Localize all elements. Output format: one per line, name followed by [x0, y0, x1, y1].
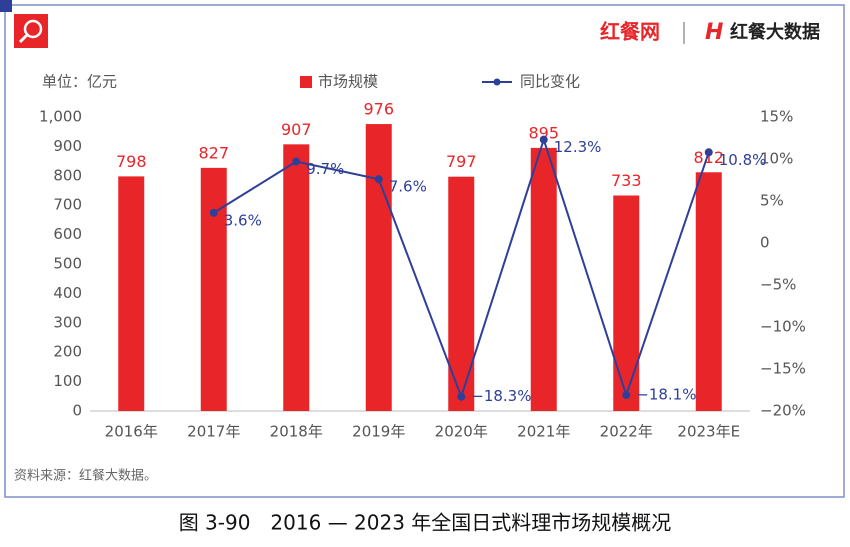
y-tick-label: 300 [53, 313, 82, 331]
bar [530, 147, 557, 411]
x-tick-label: 2018年 [270, 423, 323, 441]
bar-value-label: 827 [198, 143, 229, 162]
y-tick-label: 600 [53, 225, 82, 243]
bar-value-label: 895 [528, 123, 559, 142]
y-tick-label: 100 [53, 372, 82, 390]
logo-icon-handle [18, 33, 29, 44]
logo-mark: H [705, 20, 723, 45]
y2-tick-label: −5% [760, 276, 796, 294]
x-tick-label: 2020年 [435, 423, 488, 441]
bar-value-label: 797 [446, 152, 477, 171]
line-point [457, 392, 466, 401]
bar-value-label: 907 [281, 120, 312, 139]
bar [365, 124, 392, 411]
legend-label: 同比变化 [520, 73, 580, 91]
y-tick-label: 200 [53, 343, 82, 361]
line-value-label: 9.7% [306, 160, 344, 178]
x-tick-label: 2016年 [105, 423, 158, 441]
bar [283, 144, 310, 412]
logo-text: 红餐网 [600, 20, 660, 44]
y-tick-label: 900 [53, 137, 82, 155]
bar-value-label: 798 [116, 152, 147, 171]
line-value-label: 3.6% [224, 211, 262, 229]
y-tick-label: 0 [72, 402, 82, 420]
line-point [539, 135, 548, 144]
bar [118, 176, 145, 411]
x-tick-label: 2023年E [677, 423, 740, 441]
line-point [209, 208, 218, 217]
y-tick-label: 400 [53, 284, 82, 302]
line-point [704, 148, 713, 157]
bar [200, 167, 227, 411]
y2-tick-label: −15% [760, 360, 806, 378]
line-point [622, 391, 631, 400]
source: 资料来源：红餐大数据。 [14, 468, 157, 484]
legend-swatch [493, 78, 501, 86]
logo-text: 红餐大数据 [730, 21, 820, 43]
line-value-label: 7.6% [389, 178, 427, 196]
logo-icon-lens [23, 19, 43, 39]
line-value-label: −18.1% [636, 386, 696, 404]
y2-tick-label: 15% [760, 108, 793, 126]
bar-value-label: 812 [693, 148, 724, 167]
bar-value-label: 733 [611, 171, 642, 190]
frame [4, 4, 845, 498]
y2-tick-label: 5% [760, 192, 784, 210]
line-point [374, 175, 383, 184]
y-tick-label: 500 [53, 255, 82, 273]
unit-label: 单位：亿元 [42, 73, 117, 91]
bar-value-label: 976 [363, 100, 394, 119]
line-value-label: 10.8% [719, 151, 767, 169]
x-tick-label: 2019年 [352, 423, 405, 441]
line-value-label: 12.3% [554, 138, 602, 156]
y2-tick-label: −20% [760, 402, 806, 420]
line-point [292, 157, 301, 166]
line-value-label: −18.3% [471, 387, 531, 405]
bar [613, 195, 640, 411]
logo-icon [14, 14, 48, 48]
corner-mark [0, 0, 12, 12]
legend-swatch [300, 76, 312, 88]
caption: 图 3-90 2016 — 2023 年全国日式料理市场规模概况 [179, 511, 672, 535]
x-tick-label: 2017年 [187, 423, 240, 441]
legend-label: 市场规模 [318, 73, 378, 91]
y2-tick-label: 10% [760, 150, 793, 168]
y2-tick-label: 0 [760, 234, 770, 252]
bar [448, 176, 475, 411]
y2-tick-label: −10% [760, 318, 806, 336]
y-tick-label: 700 [53, 196, 82, 214]
bar [695, 172, 722, 411]
y-tick-label: 800 [53, 166, 82, 184]
x-tick-label: 2021年 [517, 423, 570, 441]
y-tick-label: 1,000 [39, 108, 82, 126]
x-tick-label: 2022年 [600, 423, 653, 441]
